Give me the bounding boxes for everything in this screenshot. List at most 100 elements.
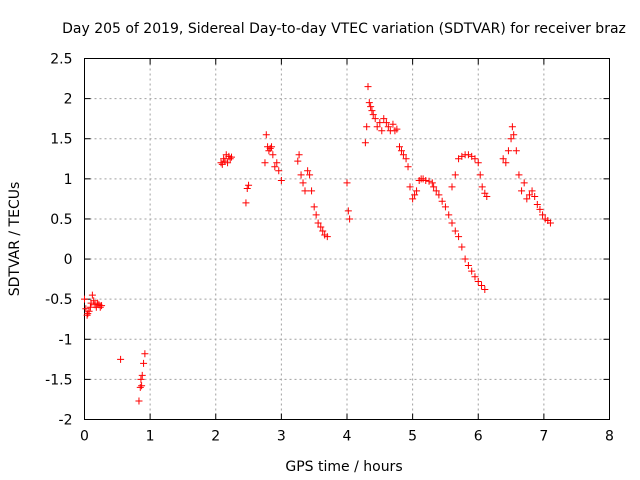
data-point — [539, 211, 547, 219]
x-tick-label: 8 — [605, 429, 614, 445]
x-tick-label: 3 — [277, 429, 286, 445]
data-point — [304, 167, 312, 175]
data-point — [268, 143, 276, 151]
data-point — [368, 107, 376, 115]
data-point — [310, 203, 318, 211]
data-point — [314, 219, 322, 227]
data-point — [136, 383, 144, 391]
data-point — [382, 119, 390, 127]
data-point — [344, 207, 352, 215]
data-point — [461, 255, 469, 263]
data-point — [518, 187, 526, 195]
data-point — [226, 155, 234, 163]
y-tick-label: 2.5 — [50, 52, 72, 68]
data-point — [217, 159, 225, 167]
data-point — [371, 115, 379, 123]
data-point — [464, 151, 472, 159]
data-point — [445, 211, 453, 219]
data-point — [380, 115, 388, 123]
data-point — [474, 278, 482, 286]
data-point — [422, 176, 430, 184]
data-point — [269, 151, 277, 159]
data-point — [458, 243, 466, 251]
data-point — [85, 307, 93, 315]
data-point — [533, 201, 541, 209]
data-point — [389, 120, 397, 128]
data-point — [363, 123, 371, 131]
data-point — [367, 103, 375, 111]
data-point — [451, 171, 459, 179]
data-point — [262, 131, 270, 139]
data-point — [512, 147, 520, 155]
data-points — [81, 83, 554, 405]
data-point — [306, 171, 314, 179]
data-point — [271, 163, 279, 171]
data-point — [478, 282, 486, 290]
data-point — [525, 191, 533, 199]
y-tick-label: -0.5 — [45, 292, 72, 308]
data-point — [504, 147, 512, 155]
data-point — [365, 99, 373, 107]
data-point — [399, 151, 407, 159]
data-point — [515, 171, 523, 179]
data-point — [428, 179, 436, 187]
data-point — [425, 177, 433, 185]
x-tick-label: 4 — [343, 429, 352, 445]
data-point — [277, 176, 285, 184]
data-point — [481, 286, 489, 294]
data-point — [435, 191, 443, 199]
data-point — [402, 155, 410, 163]
data-point — [455, 233, 463, 241]
data-point — [323, 233, 331, 241]
data-point — [245, 181, 253, 189]
data-point — [468, 267, 476, 275]
data-point — [378, 127, 386, 135]
data-point — [508, 123, 516, 131]
data-point — [471, 273, 479, 281]
data-point — [528, 187, 536, 195]
data-point — [393, 125, 401, 133]
data-point — [88, 291, 96, 299]
data-point — [137, 375, 145, 383]
grid — [84, 58, 610, 420]
data-point — [406, 183, 414, 191]
data-point — [499, 155, 507, 163]
data-point — [458, 152, 466, 160]
data-point — [430, 183, 438, 191]
data-point — [243, 184, 251, 192]
data-point — [520, 179, 528, 187]
data-point — [319, 227, 327, 235]
data-point — [536, 205, 544, 213]
data-point — [135, 397, 143, 405]
data-point — [299, 179, 307, 187]
y-axis-label: SDTVAR / TECUs — [7, 182, 23, 297]
data-point — [483, 192, 491, 200]
y-tick-label: 0 — [64, 252, 73, 268]
x-axis-label: GPS time / hours — [285, 459, 402, 475]
y-tick-label: -1.5 — [45, 372, 72, 388]
data-point — [301, 187, 309, 195]
data-point — [373, 123, 381, 131]
data-point — [261, 159, 269, 167]
data-point — [242, 199, 250, 207]
data-point — [96, 303, 104, 311]
data-point — [451, 227, 459, 235]
data-point — [523, 195, 531, 203]
data-point — [317, 223, 325, 231]
data-point — [81, 295, 88, 303]
y-tick-label: 1.5 — [50, 132, 72, 148]
y-tick-label: 0.5 — [50, 212, 72, 228]
chart-title: Day 205 of 2019, Sidereal Day-to-day VTE… — [62, 21, 626, 37]
axis-ticks: 0 1 2 3 4 5 6 7 8 -2 -1.5 -1 -0.5 0 0.5 1 1.5 2 2.5 — [45, 52, 614, 445]
data-point — [273, 159, 281, 167]
data-point — [432, 187, 440, 195]
data-point — [297, 171, 305, 179]
data-point — [478, 183, 486, 191]
data-point — [138, 371, 146, 379]
data-point — [141, 350, 149, 358]
data-point — [275, 167, 283, 175]
x-tick-label: 7 — [539, 429, 548, 445]
data-point — [346, 215, 354, 223]
data-point — [94, 299, 102, 307]
